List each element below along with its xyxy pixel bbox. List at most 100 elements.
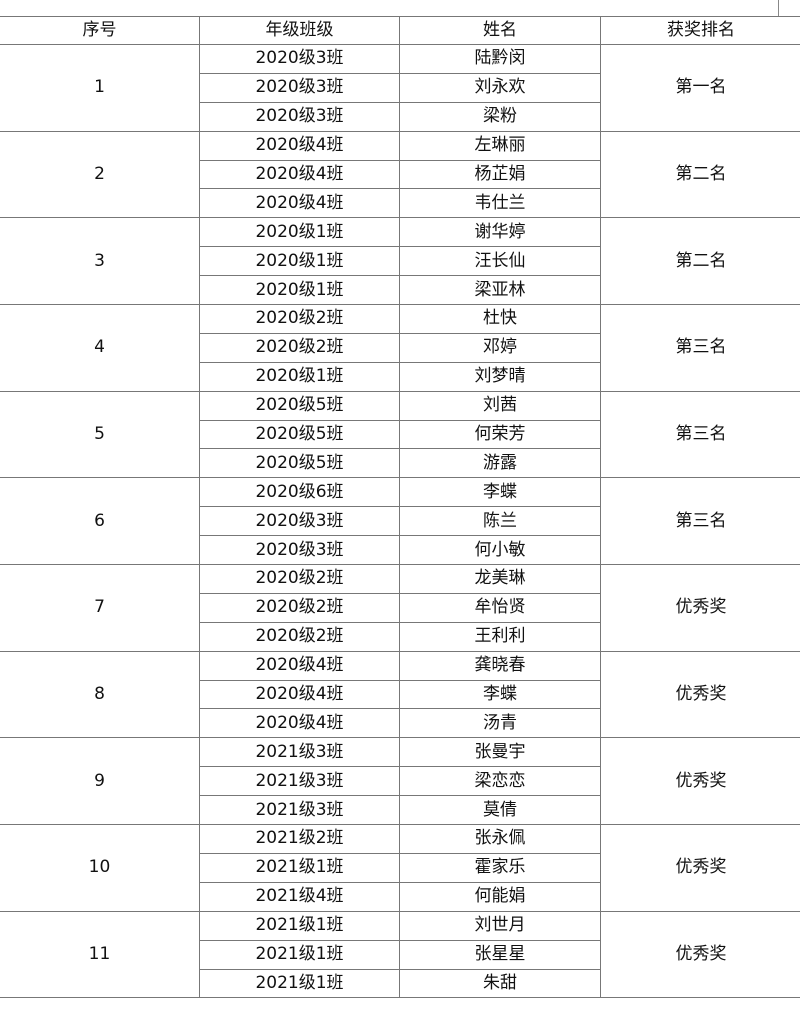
name-cell: 刘梦晴 [399,361,601,392]
name-cell: 张曼宇 [399,737,601,768]
table-row: 8 2020级4班 龚晓春 优秀奖 [0,650,800,739]
table-row: 2021级1班 朱甜 [0,968,800,999]
rank-cell: 第二名 [600,130,800,219]
table-row: 2020级4班 韦仕兰 [0,188,800,219]
table-row: 2021级4班 何能娟 [0,881,800,912]
name-cell: 莫倩 [399,795,601,826]
table-row: 2020级4班 李蝶 [0,679,800,710]
table-row: 2020级3班 刘永欢 [0,72,800,103]
index-cell: 5 [0,390,200,479]
name-cell: 张永佩 [399,824,601,854]
class-cell: 2021级1班 [199,852,400,883]
class-cell: 2020级2班 [199,621,400,652]
index-cell: 4 [0,304,200,392]
class-cell: 2021级1班 [199,968,400,999]
class-cell: 2020级4班 [199,130,400,161]
name-cell: 梁粉 [399,101,601,132]
name-cell: 汪长仙 [399,246,601,277]
award-table: 序号 年级班级 姓名 获奖排名 1 2020级3班 陆黔闵 第一名 2020级3班 刘永欢… [0,16,800,999]
class-cell: 2020级2班 [199,564,400,594]
class-cell: 2021级1班 [199,910,400,941]
table-body: 1 2020级3班 陆黔闵 第一名 2020级3班 刘永欢 2020级3班 梁粉 2 2020级4… [0,44,800,999]
name-cell: 龚晓春 [399,650,601,681]
table-row: 6 2020级6班 李蝶 第三名 [0,477,800,566]
rank-cell: 第三名 [600,304,800,392]
class-cell: 2020级3班 [199,72,400,103]
name-cell: 杨芷娟 [399,159,601,190]
table-row: 2020级2班 牟怡贤 [0,592,800,623]
class-cell: 2021级3班 [199,795,400,826]
name-cell: 杜快 [399,304,601,334]
table-row: 2021级3班 梁恋恋 [0,766,800,797]
table-row: 10 2021级2班 张永佩 优秀奖 [0,824,800,912]
table-row: 9 2021级3班 张曼宇 优秀奖 [0,737,800,826]
index-cell: 1 [0,44,200,132]
rank-cell: 第三名 [600,390,800,479]
name-cell: 牟怡贤 [399,592,601,623]
class-cell: 2021级2班 [199,824,400,854]
index-cell: 10 [0,824,200,912]
table-row: 2020级5班 何荣芳 [0,419,800,450]
table-row: 2020级2班 王利利 [0,621,800,652]
class-cell: 2021级4班 [199,881,400,912]
table-row: 2020级2班 邓婷 [0,332,800,363]
name-cell: 何能娟 [399,881,601,912]
name-cell: 谢华婷 [399,217,601,248]
class-cell: 2020级2班 [199,592,400,623]
class-cell: 2020级4班 [199,708,400,739]
index-cell: 2 [0,130,200,219]
rank-cell: 第三名 [600,477,800,566]
rank-cell: 优秀奖 [600,824,800,912]
class-cell: 2020级4班 [199,650,400,681]
rank-cell: 优秀奖 [600,650,800,739]
rank-cell: 优秀奖 [600,910,800,999]
index-cell: 6 [0,477,200,566]
name-cell: 张星星 [399,939,601,970]
index-cell: 3 [0,217,200,306]
class-cell: 2020级3班 [199,535,400,566]
table-row: 2020级3班 何小敏 [0,535,800,566]
class-cell: 2020级4班 [199,188,400,219]
table-row: 2020级1班 汪长仙 [0,246,800,277]
class-cell: 2020级3班 [199,506,400,537]
class-cell: 2021级3班 [199,766,400,797]
name-cell: 何小敏 [399,535,601,566]
name-cell: 梁恋恋 [399,766,601,797]
table-row: 2020级1班 刘梦晴 [0,361,800,392]
name-cell: 朱甜 [399,968,601,999]
rank-cell: 第一名 [600,44,800,132]
table-row: 2020级3班 梁粉 [0,101,800,132]
name-cell: 龙美琳 [399,564,601,594]
header-index: 序号 [0,16,200,45]
page-edge-line [778,0,779,16]
table-row: 4 2020级2班 杜快 第三名 [0,304,800,392]
class-cell: 2020级5班 [199,390,400,421]
table-row: 2020级1班 梁亚林 [0,275,800,306]
rank-cell: 第二名 [600,217,800,306]
class-cell: 2020级4班 [199,159,400,190]
name-cell: 梁亚林 [399,275,601,306]
class-cell: 2020级5班 [199,419,400,450]
header-name: 姓名 [399,16,601,45]
class-cell: 2021级3班 [199,737,400,768]
index-cell: 11 [0,910,200,999]
name-cell: 左琳丽 [399,130,601,161]
class-cell: 2020级2班 [199,304,400,334]
class-cell: 2020级1班 [199,246,400,277]
class-cell: 2020级1班 [199,275,400,306]
class-cell: 2020级3班 [199,101,400,132]
header-class: 年级班级 [199,16,400,45]
name-cell: 霍家乐 [399,852,601,883]
table-row: 1 2020级3班 陆黔闵 第一名 [0,44,800,132]
table-row: 5 2020级5班 刘茜 第三名 [0,390,800,479]
name-cell: 何荣芳 [399,419,601,450]
table-row: 2 2020级4班 左琳丽 第二名 [0,130,800,219]
name-cell: 李蝶 [399,477,601,508]
name-cell: 汤青 [399,708,601,739]
table-row: 2020级4班 汤青 [0,708,800,739]
class-cell: 2021级1班 [199,939,400,970]
table-row: 7 2020级2班 龙美琳 优秀奖 [0,564,800,652]
table-row: 3 2020级1班 谢华婷 第二名 [0,217,800,306]
index-cell: 8 [0,650,200,739]
name-cell: 刘世月 [399,910,601,941]
